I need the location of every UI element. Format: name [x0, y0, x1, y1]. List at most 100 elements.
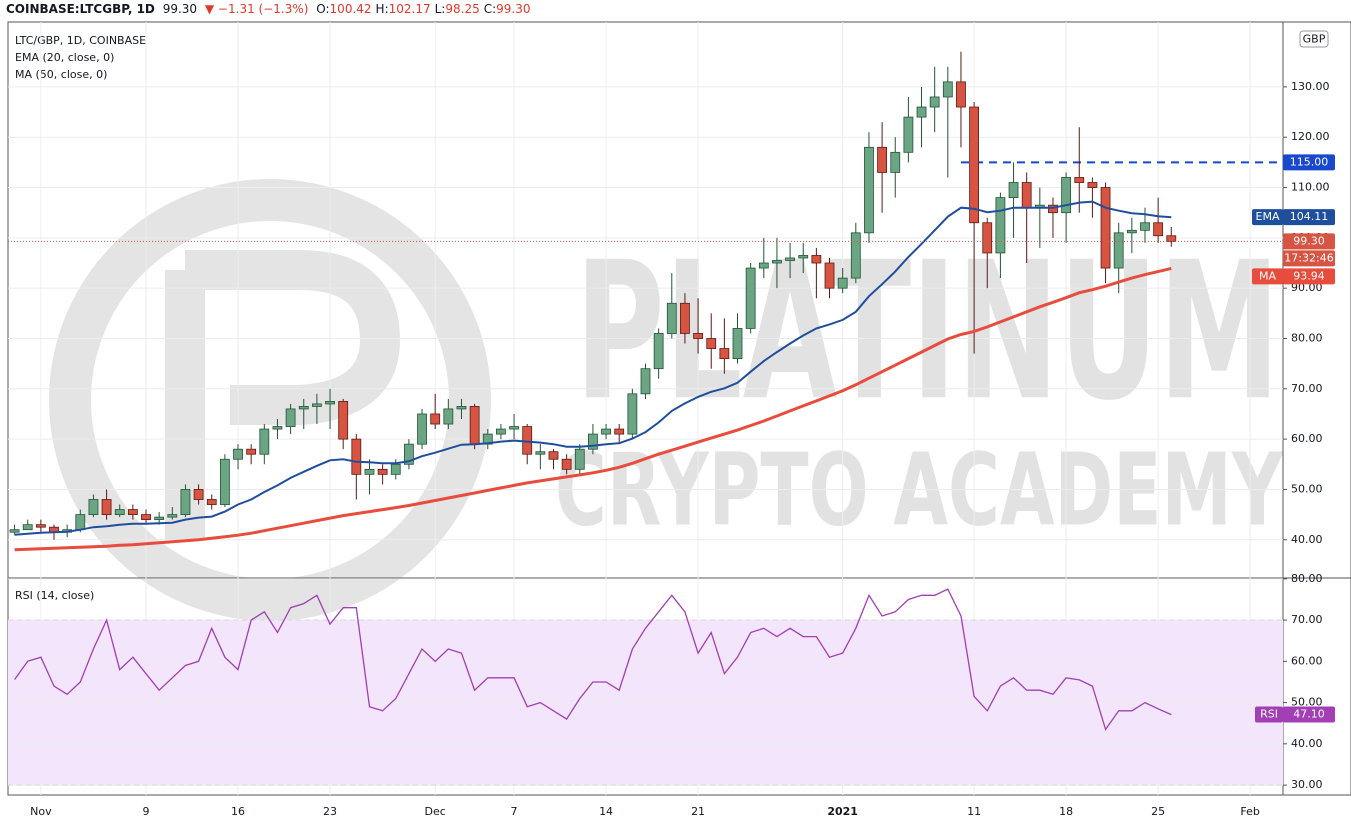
candle-body [338, 400, 349, 440]
x-tick-label: 11 [967, 805, 981, 818]
rsi-value-tag-box [1283, 706, 1335, 723]
candle-body [1008, 182, 1019, 199]
candle-body [719, 348, 730, 360]
candle-body [35, 524, 46, 528]
x-tick-label: 2021 [827, 805, 858, 818]
x-tick-label: 21 [691, 805, 705, 818]
candle-body [430, 413, 441, 425]
candle-body [837, 277, 848, 289]
x-tick-label: 16 [231, 805, 245, 818]
x-tick-label: 25 [1151, 805, 1165, 818]
y-tick-label: 90.00 [1291, 281, 1323, 294]
candle-body [772, 260, 782, 264]
candle-body [640, 368, 651, 395]
candle-body [956, 81, 966, 108]
candle-body [298, 406, 309, 410]
y-tick-label: 50.00 [1291, 482, 1323, 495]
candle-body [154, 516, 165, 521]
candle-body [364, 468, 375, 475]
y-tick-label: 50.00 [1291, 696, 1323, 709]
candle-body [1166, 235, 1177, 242]
candle-body [404, 443, 414, 465]
candle-body [1113, 232, 1124, 269]
candle-body [141, 514, 151, 521]
candle-body [351, 438, 362, 475]
candle-body [916, 106, 927, 118]
candle-body [706, 338, 717, 349]
ohlc-value: 98.25 [445, 2, 480, 16]
ohlc-value: 100.42 [329, 2, 372, 16]
candle-body [496, 428, 506, 435]
candle-body [114, 509, 125, 516]
y-tick-label: 120.00 [1291, 130, 1330, 143]
candle-body [75, 514, 86, 531]
candle-body [798, 255, 809, 259]
ohlc-label: H: [375, 2, 389, 16]
series-value-tag-box [1283, 268, 1335, 285]
chart-title: LTC/GBP, 1D, COINBASE [15, 34, 146, 47]
x-tick-label: Nov [30, 805, 52, 818]
series-tag-box [1252, 209, 1283, 226]
currency-box [1299, 30, 1329, 48]
candle-body [206, 499, 217, 505]
watermark-line1: PLATINUM [575, 221, 1280, 442]
y-tick-label: 80.00 [1291, 572, 1323, 585]
candle-body [785, 257, 795, 261]
candle-body [101, 499, 112, 516]
ohlc: O:100.42 H:102.17 L:98.25 C:99.30 [316, 2, 534, 16]
x-tick-label: 23 [323, 805, 337, 818]
candle-body [1074, 177, 1085, 183]
candle-body [1021, 182, 1032, 209]
candle-body [311, 403, 322, 407]
rsi-tag-box [1255, 706, 1283, 723]
candle-body [588, 433, 598, 450]
candle-body [233, 448, 243, 460]
candle-body [325, 400, 335, 405]
change: ▼ −1.31 (−1.3%) [204, 2, 309, 16]
ohlc-label: C: [483, 2, 497, 16]
last-price-tag: 99.30 [1293, 234, 1325, 247]
candle-body [864, 146, 874, 234]
candle-body [614, 428, 625, 435]
candle-body [758, 262, 769, 269]
y-tick-label: 70.00 [1291, 613, 1323, 626]
x-tick-label: 14 [599, 805, 613, 818]
candle-body [1100, 187, 1111, 269]
y-tick-label: 60.00 [1291, 654, 1323, 667]
ohlc-label: O: [316, 2, 330, 16]
y-tick-label: 40.00 [1291, 737, 1323, 750]
candle-body [942, 81, 953, 98]
candle-body [903, 116, 914, 153]
last-price-tag-box [1283, 233, 1335, 250]
candle-body [1048, 204, 1058, 214]
candle-body [285, 408, 296, 427]
ohlc-label: L: [434, 2, 446, 16]
symbol: COINBASE:LTCGBP, 1D [6, 2, 155, 16]
y-tick-label: 80.00 [1291, 331, 1323, 344]
candle-body [1087, 182, 1098, 188]
y-tick-label: 30.00 [1291, 778, 1323, 791]
series-tag: EMA [1256, 210, 1280, 223]
candle-body [259, 428, 270, 455]
candle-body [929, 96, 940, 108]
candle-body [982, 222, 993, 254]
candle-body [535, 451, 546, 455]
rsi-value-tag: 47.10 [1293, 708, 1325, 721]
candle-body [824, 262, 835, 289]
series-tag-box [1252, 268, 1283, 285]
ma-line [14, 200, 1172, 536]
candle-body [969, 106, 980, 224]
ohlc-value: 99.30 [496, 2, 531, 16]
candle-body [627, 393, 638, 435]
price: 99.30 [162, 2, 198, 16]
x-tick-label: 18 [1059, 805, 1073, 818]
watermark-logo [49, 179, 491, 621]
candle-body [167, 514, 178, 518]
candle-body [377, 468, 388, 475]
candle-body [1153, 222, 1164, 237]
x-tick-label: Dec [425, 805, 446, 818]
candle-body [417, 413, 427, 445]
frame [7, 21, 1351, 796]
